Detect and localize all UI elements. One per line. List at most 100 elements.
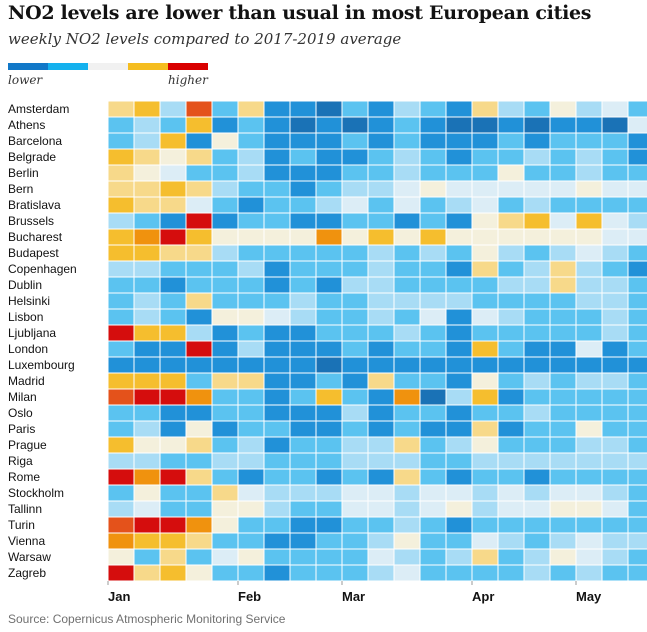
heatmap-cell-milan-w6 (237, 388, 265, 406)
heatmap-cell-ljubljana-w13 (419, 324, 447, 342)
heatmap-cell-lisbon-w16 (497, 308, 525, 326)
heatmap-cell-bratislava-w10 (341, 196, 369, 214)
heatmap-cell-zagreb-w16 (497, 564, 525, 582)
heatmap-cell-belgrade-w1 (107, 148, 135, 166)
heatmap-cell-stockholm-w3 (159, 484, 187, 502)
heatmap-cell-riga-w7 (263, 452, 291, 470)
city-label-stockholm: Stockholm (8, 486, 64, 500)
heatmap-cell-helsinki-w10 (341, 292, 369, 310)
heatmap-cell-copenhagen-w11 (367, 260, 395, 278)
heatmap-cell-luxembourg-w15 (471, 356, 499, 374)
heatmap-cell-copenhagen-w14 (445, 260, 473, 278)
heatmap-cell-berlin-w14 (445, 164, 473, 182)
heatmap-cell-madrid-w4 (185, 372, 213, 390)
city-label-milan: Milan (8, 390, 37, 404)
heatmap-cell-brussels-w13 (419, 212, 447, 230)
heatmap-cell-madrid-w10 (341, 372, 369, 390)
heatmap-cell-brussels-w5 (211, 212, 239, 230)
heatmap-cell-luxembourg-w7 (263, 356, 291, 374)
heatmap-cell-brussels-w15 (471, 212, 499, 230)
heatmap-cell-paris-w14 (445, 420, 473, 438)
heatmap-cell-madrid-w7 (263, 372, 291, 390)
heatmap-cell-dublin-w4 (185, 276, 213, 294)
heatmap-cell-bern-w14 (445, 180, 473, 198)
heatmap-cell-tallinn-w16 (497, 500, 525, 518)
heatmap-cell-budapest-w6 (237, 244, 265, 262)
legend-swatch-higher (128, 63, 168, 70)
heatmap-cell-tallinn-w2 (133, 500, 161, 518)
heatmap-cell-madrid-w5 (211, 372, 239, 390)
heatmap-cell-ljubljana-w20 (601, 324, 629, 342)
heatmap-cell-dublin-w18 (549, 276, 577, 294)
heatmap-cell-barcelona-w11 (367, 132, 395, 150)
heatmap-cell-milan-w9 (315, 388, 343, 406)
city-label-athens: Athens (8, 118, 45, 132)
heatmap-cell-brussels-w1 (107, 212, 135, 230)
heatmap-cell-prague-w7 (263, 436, 291, 454)
heatmap-cell-riga-w20 (601, 452, 629, 470)
heatmap-cell-bucharest-w14 (445, 228, 473, 246)
heatmap-cell-vienna-w21 (627, 532, 647, 550)
heatmap-cell-helsinki-w20 (601, 292, 629, 310)
heatmap-cell-bern-w12 (393, 180, 421, 198)
heatmap-cell-ljubljana-w6 (237, 324, 265, 342)
city-label-riga: Riga (8, 454, 33, 468)
heatmap-cell-prague-w20 (601, 436, 629, 454)
heatmap-cell-belgrade-w17 (523, 148, 551, 166)
heatmap-cell-helsinki-w18 (549, 292, 577, 310)
heatmap-cell-tallinn-w4 (185, 500, 213, 518)
heatmap-cell-milan-w13 (419, 388, 447, 406)
heatmap-cell-luxembourg-w18 (549, 356, 577, 374)
heatmap-cell-paris-w18 (549, 420, 577, 438)
heatmap-cell-oslo-w7 (263, 404, 291, 422)
heatmap-cell-rome-w6 (237, 468, 265, 486)
heatmap-cell-zagreb-w17 (523, 564, 551, 582)
heatmap-cell-warsaw-w14 (445, 548, 473, 566)
heatmap-cell-barcelona-w9 (315, 132, 343, 150)
heatmap-cell-zagreb-w10 (341, 564, 369, 582)
heatmap-cell-berlin-w2 (133, 164, 161, 182)
heatmap-cell-oslo-w6 (237, 404, 265, 422)
city-label-belgrade: Belgrade (8, 150, 56, 164)
heatmap-cell-bratislava-w7 (263, 196, 291, 214)
heatmap-cell-ljubljana-w18 (549, 324, 577, 342)
heatmap-cell-barcelona-w19 (575, 132, 603, 150)
heatmap-cell-madrid-w3 (159, 372, 187, 390)
heatmap-cell-rome-w21 (627, 468, 647, 486)
heatmap-cell-rome-w12 (393, 468, 421, 486)
heatmap-cell-rome-w19 (575, 468, 603, 486)
heatmap-cell-brussels-w7 (263, 212, 291, 230)
city-label-london: London (8, 342, 48, 356)
heatmap-cell-amsterdam-w2 (133, 100, 161, 118)
heatmap-cell-zagreb-w3 (159, 564, 187, 582)
heatmap-cell-london-w12 (393, 340, 421, 358)
heatmap-cell-copenhagen-w9 (315, 260, 343, 278)
heatmap-cell-barcelona-w13 (419, 132, 447, 150)
heatmap-cell-lisbon-w17 (523, 308, 551, 326)
heatmap-cell-stockholm-w1 (107, 484, 135, 502)
heatmap-cell-dublin-w10 (341, 276, 369, 294)
heatmap-cell-bratislava-w3 (159, 196, 187, 214)
heatmap-cell-luxembourg-w12 (393, 356, 421, 374)
heatmap-cell-vienna-w12 (393, 532, 421, 550)
heatmap-cell-amsterdam-w15 (471, 100, 499, 118)
heatmap-cell-stockholm-w4 (185, 484, 213, 502)
heatmap-cell-rome-w8 (289, 468, 317, 486)
heatmap-cell-berlin-w5 (211, 164, 239, 182)
heatmap-cell-athens-w21 (627, 116, 647, 134)
heatmap-cell-vienna-w20 (601, 532, 629, 550)
heatmap-cell-paris-w5 (211, 420, 239, 438)
city-label-helsinki: Helsinki (8, 294, 50, 308)
heatmap-cell-dublin-w6 (237, 276, 265, 294)
heatmap-cell-prague-w18 (549, 436, 577, 454)
heatmap-cell-stockholm-w20 (601, 484, 629, 502)
heatmap-cell-lisbon-w21 (627, 308, 647, 326)
heatmap-cell-lisbon-w9 (315, 308, 343, 326)
heatmap-cell-vienna-w11 (367, 532, 395, 550)
heatmap-cell-warsaw-w21 (627, 548, 647, 566)
heatmap-cell-riga-w19 (575, 452, 603, 470)
heatmap-cell-brussels-w16 (497, 212, 525, 230)
heatmap-cell-vienna-w17 (523, 532, 551, 550)
heatmap-cell-stockholm-w7 (263, 484, 291, 502)
